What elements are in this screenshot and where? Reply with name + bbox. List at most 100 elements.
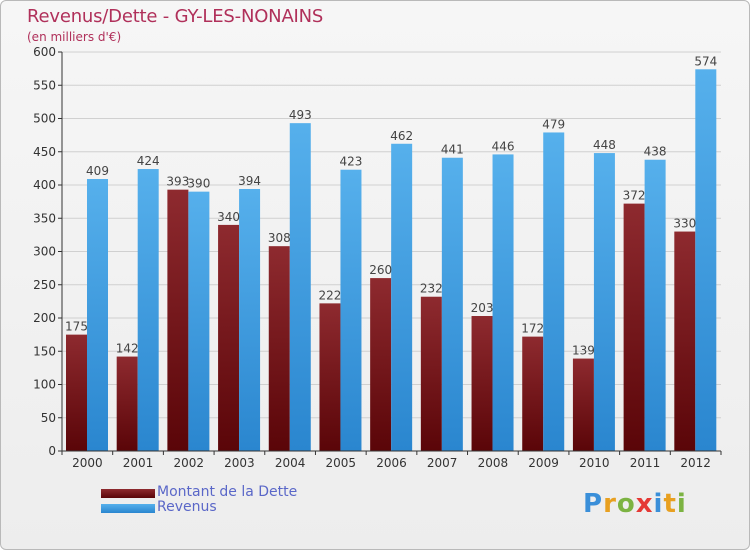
y-tick-label: 300 bbox=[33, 245, 56, 259]
bar-dette bbox=[522, 336, 544, 451]
x-tick-label: 2002 bbox=[173, 456, 204, 470]
x-tick-label: 2000 bbox=[72, 456, 103, 470]
legend-swatch-revenus bbox=[101, 504, 155, 513]
data-label-dette: 172 bbox=[521, 322, 544, 336]
axes: 0 50 100 150 200 250 300 350 400 450 500 550 600 2000… bbox=[33, 45, 722, 470]
legend-item-dette: Montant de la Dette bbox=[101, 484, 361, 501]
logo-letter: i bbox=[676, 489, 687, 519]
x-tick-label: 2001 bbox=[123, 456, 154, 470]
data-label-dette: 222 bbox=[319, 288, 342, 302]
x-tick-label: 2003 bbox=[224, 456, 255, 470]
chart-title: Revenus/Dette - GY-LES-NONAINS bbox=[27, 6, 324, 27]
data-label-revenus: 574 bbox=[694, 54, 717, 68]
y-tick-label: 100 bbox=[33, 378, 56, 392]
bar-dette bbox=[66, 334, 87, 451]
logo-letter: i bbox=[653, 489, 664, 519]
data-label-dette: 175 bbox=[65, 320, 88, 334]
data-label-revenus: 394 bbox=[238, 174, 261, 188]
x-tick-label: 2012 bbox=[680, 456, 711, 470]
bar-dette bbox=[674, 231, 696, 451]
x-tick-label: 2009 bbox=[528, 456, 559, 470]
chart-subtitle: (en milliers d'€) bbox=[27, 30, 122, 44]
bar-dette bbox=[167, 189, 189, 451]
bar-dette bbox=[572, 358, 594, 451]
bar-dette bbox=[623, 203, 645, 451]
logo-letter: t bbox=[663, 489, 677, 519]
bar-dette bbox=[370, 278, 392, 451]
data-label-revenus: 479 bbox=[542, 117, 565, 131]
proxiti-logo: Proxiti bbox=[583, 489, 687, 519]
data-label-revenus: 424 bbox=[137, 154, 160, 168]
x-tick-label: 2008 bbox=[478, 456, 509, 470]
x-tick-label: 2006 bbox=[376, 456, 407, 470]
bar-dette bbox=[268, 246, 290, 451]
data-label-dette: 260 bbox=[369, 263, 392, 277]
data-label-dette: 372 bbox=[623, 189, 646, 203]
bars bbox=[66, 69, 717, 452]
legend-swatch-dette bbox=[101, 489, 155, 498]
legend: Montant de la Dette Revenus bbox=[101, 484, 361, 516]
logo-letter: P bbox=[583, 489, 604, 519]
bar-revenus bbox=[644, 159, 666, 452]
y-tick-label: 200 bbox=[33, 311, 56, 325]
data-label-dette: 393 bbox=[166, 175, 189, 189]
data-label-revenus: 493 bbox=[289, 108, 312, 122]
x-tick-label: 2004 bbox=[275, 456, 306, 470]
bar-revenus bbox=[695, 69, 717, 451]
legend-label-dette: Montant de la Dette bbox=[157, 484, 298, 500]
bar-dette bbox=[420, 296, 442, 451]
bar-revenus bbox=[593, 153, 615, 451]
x-tick-label: 2010 bbox=[579, 456, 610, 470]
data-label-revenus: 438 bbox=[644, 145, 667, 159]
data-label-revenus: 423 bbox=[340, 155, 363, 169]
y-tick-label: 600 bbox=[33, 45, 56, 59]
bar-revenus bbox=[188, 191, 210, 451]
bar-revenus bbox=[441, 157, 463, 452]
bar-dette bbox=[471, 316, 493, 451]
bar-revenus bbox=[543, 132, 565, 451]
data-label-revenus: 448 bbox=[593, 138, 616, 152]
data-label-dette: 340 bbox=[217, 210, 240, 224]
y-tick-label: 0 bbox=[48, 444, 56, 458]
bar-revenus bbox=[239, 188, 261, 452]
y-tick-label: 150 bbox=[33, 344, 56, 358]
x-tick-label: 2011 bbox=[630, 456, 661, 470]
x-tick-label: 2007 bbox=[427, 456, 458, 470]
x-tick-label: 2005 bbox=[326, 456, 357, 470]
data-label-dette: 232 bbox=[420, 282, 443, 296]
logo-letter: r bbox=[603, 489, 617, 519]
legend-item-revenus: Revenus bbox=[101, 499, 361, 516]
data-label-dette: 308 bbox=[268, 231, 291, 245]
data-label-dette: 203 bbox=[471, 301, 494, 315]
logo-letter: x bbox=[635, 489, 654, 519]
bar-dette bbox=[218, 224, 240, 451]
bar-revenus bbox=[137, 169, 159, 452]
data-label-dette: 330 bbox=[673, 217, 696, 231]
bar-dette bbox=[319, 303, 341, 451]
logo-letter: o bbox=[616, 489, 636, 519]
y-tick-label: 400 bbox=[33, 178, 56, 192]
legend-label-revenus: Revenus bbox=[157, 499, 217, 515]
y-tick-label: 50 bbox=[41, 411, 56, 425]
data-label-dette: 142 bbox=[116, 342, 139, 356]
bar-revenus bbox=[492, 154, 514, 451]
bar-revenus bbox=[391, 143, 413, 451]
y-tick-label: 250 bbox=[33, 278, 56, 292]
bar-revenus bbox=[340, 169, 362, 451]
y-tick-label: 550 bbox=[33, 78, 56, 92]
data-label-revenus: 446 bbox=[492, 139, 515, 153]
y-tick-label: 450 bbox=[33, 145, 56, 159]
data-label-revenus: 441 bbox=[441, 143, 464, 157]
data-label-revenus: 409 bbox=[86, 164, 109, 178]
data-label-revenus: 390 bbox=[187, 177, 210, 191]
bar-revenus bbox=[289, 123, 311, 451]
y-tick-label: 350 bbox=[33, 211, 56, 225]
y-tick-label: 500 bbox=[33, 112, 56, 126]
data-label-revenus: 462 bbox=[390, 129, 413, 143]
data-label-dette: 139 bbox=[572, 344, 595, 358]
bar-revenus bbox=[87, 179, 108, 451]
bar-dette bbox=[116, 356, 138, 451]
